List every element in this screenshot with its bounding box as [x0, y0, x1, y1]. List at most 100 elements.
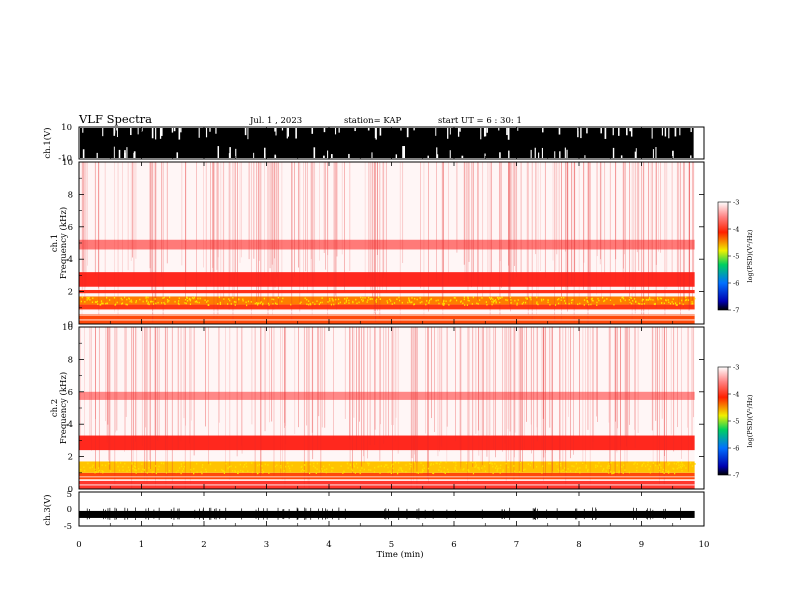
high-psd-pixel [379, 472, 381, 474]
high-psd-pixel [194, 300, 196, 303]
impulsive-streak [264, 327, 266, 432]
high-psd-pixel [659, 463, 661, 466]
high-psd-pixel [196, 301, 198, 304]
high-psd-pixel [568, 302, 570, 305]
high-psd-pixel [390, 472, 392, 475]
impulsive-streak [545, 327, 546, 454]
high-psd-pixel [367, 296, 370, 299]
high-psd-pixel [691, 301, 693, 303]
high-psd-pixel [157, 301, 159, 304]
high-psd-pixel [180, 465, 183, 468]
ch1-waveform-panel: 10 -10 ch.1(V) [42, 123, 705, 164]
high-psd-pixel [668, 470, 670, 473]
ch1-signal-gap [348, 153, 350, 158]
ch1-signal-gap [580, 128, 582, 139]
ch1-signal-gap [506, 128, 508, 136]
high-psd-pixel [185, 296, 188, 299]
impulsive-streak [477, 162, 479, 301]
high-psd-pixel [397, 471, 399, 474]
high-psd-pixel [276, 464, 278, 467]
impulsive-streak [317, 327, 319, 450]
impulsive-streak [235, 162, 236, 274]
impulsive-streak [228, 162, 230, 310]
ch1-signal-gap [247, 128, 249, 140]
ch1-signal-gap [334, 128, 337, 135]
impulsive-streak [324, 162, 326, 270]
impulsive-streak [658, 162, 659, 252]
impulsive-streak [643, 162, 645, 322]
ch1-signal-gap [137, 128, 139, 135]
impulsive-streak [561, 162, 562, 322]
high-psd-pixel [128, 469, 131, 472]
impulsive-streak [114, 327, 116, 485]
impulsive-streak [229, 162, 231, 286]
ch1-signal-gap [604, 128, 607, 139]
high-psd-pixel [665, 469, 667, 472]
impulsive-streak [510, 162, 512, 312]
high-psd-pixel [438, 469, 440, 471]
impulsive-streak [615, 162, 616, 283]
high-psd-pixel [155, 472, 157, 475]
impulsive-streak [601, 162, 603, 298]
high-psd-pixel [622, 297, 625, 300]
impulsive-streak [427, 327, 429, 483]
high-psd-pixel [454, 466, 456, 469]
impulsive-streak [552, 327, 553, 472]
high-psd-pixel [378, 465, 380, 468]
impulsive-streak [239, 162, 241, 263]
high-psd-pixel [326, 468, 328, 470]
high-psd-pixel [579, 302, 581, 305]
impulsive-streak [632, 162, 634, 290]
high-psd-pixel [659, 469, 661, 472]
impulsive-streak [145, 327, 146, 428]
impulsive-streak [306, 327, 308, 426]
impulsive-streak [486, 327, 488, 457]
impulsive-streak [260, 162, 262, 304]
high-psd-pixel [440, 461, 442, 464]
freq-tick-label: 0 [68, 485, 73, 495]
high-psd-pixel [558, 469, 560, 472]
high-psd-pixel [477, 466, 479, 469]
high-psd-pixel [506, 299, 508, 302]
ch1-signal-gap [436, 154, 439, 158]
impulsive-streak [324, 327, 326, 428]
impulsive-streak [107, 327, 109, 425]
impulsive-streak [437, 327, 439, 457]
impulsive-streak [116, 327, 118, 431]
spectral-band [79, 272, 695, 287]
high-psd-pixel [242, 299, 244, 302]
high-psd-pixel [633, 463, 635, 466]
ch1-signal-gap [264, 147, 266, 158]
impulsive-streak [358, 327, 359, 437]
high-psd-pixel [685, 467, 687, 469]
high-psd-pixel [496, 470, 498, 472]
high-psd-pixel [489, 462, 491, 465]
impulsive-streak [95, 327, 96, 473]
high-psd-pixel [196, 300, 198, 302]
impulsive-streak [673, 327, 675, 452]
impulsive-streak [250, 162, 252, 319]
impulsive-streak [216, 162, 218, 270]
ch1-signal-gap [629, 128, 631, 132]
high-psd-pixel [455, 461, 457, 464]
high-psd-pixel [535, 466, 538, 468]
impulsive-streak [349, 327, 351, 440]
high-psd-pixel [410, 301, 412, 304]
high-psd-pixel [611, 472, 613, 475]
impulsive-streak [571, 162, 573, 285]
impulsive-streak [379, 327, 381, 461]
high-psd-pixel [165, 471, 168, 474]
impulsive-streak [271, 162, 273, 282]
high-psd-pixel [554, 304, 557, 306]
high-psd-pixel [304, 464, 306, 467]
high-psd-pixel [255, 302, 258, 304]
impulsive-streak [82, 162, 84, 272]
high-psd-pixel [122, 469, 124, 472]
high-psd-pixel [530, 461, 533, 464]
impulsive-streak [509, 327, 511, 432]
ch1-signal-gap [690, 155, 692, 158]
high-psd-pixel [260, 301, 262, 303]
high-psd-pixel [647, 461, 649, 464]
high-psd-pixel [256, 303, 258, 306]
impulsive-streak [223, 162, 225, 300]
